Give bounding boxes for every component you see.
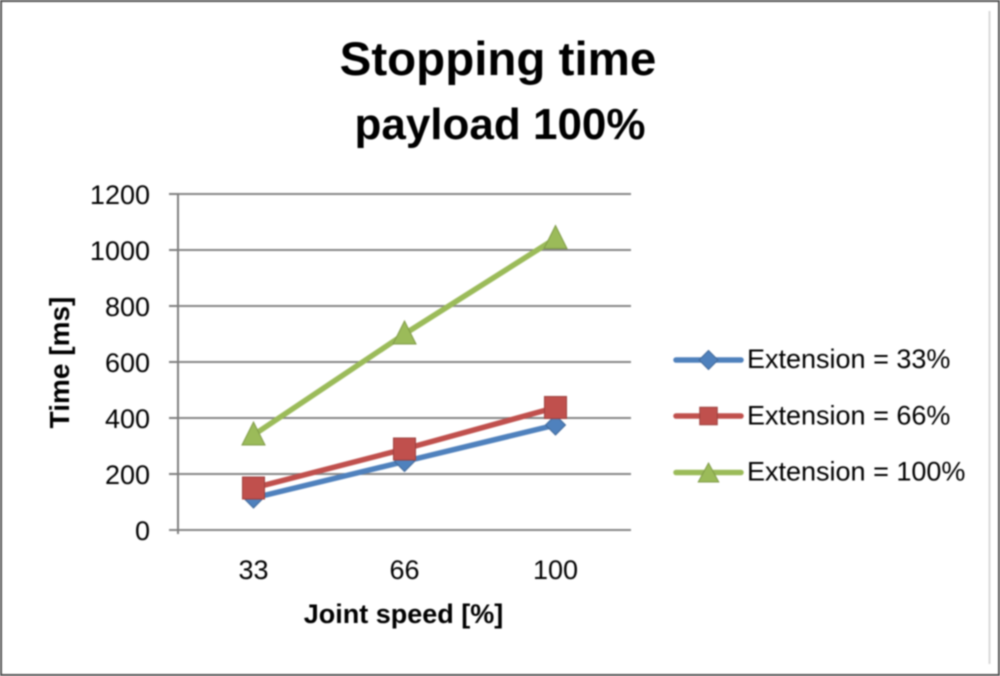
svg-text:Stopping time: Stopping time [340, 33, 657, 86]
svg-text:800: 800 [105, 292, 150, 322]
svg-text:Time [ms]: Time [ms] [44, 297, 75, 429]
svg-text:Extension = 33%: Extension = 33% [747, 344, 950, 374]
svg-text:Extension = 100%: Extension = 100% [747, 457, 965, 487]
svg-text:Joint speed [%]: Joint speed [%] [304, 599, 504, 629]
svg-text:payload 100%: payload 100% [354, 100, 645, 149]
svg-text:200: 200 [105, 460, 150, 490]
svg-text:0: 0 [135, 516, 150, 546]
svg-text:600: 600 [105, 348, 150, 378]
svg-text:1000: 1000 [90, 236, 150, 266]
svg-text:400: 400 [105, 404, 150, 434]
svg-text:1200: 1200 [90, 180, 150, 210]
svg-text:66: 66 [389, 555, 419, 585]
svg-text:100: 100 [533, 555, 578, 585]
svg-text:Extension = 66%: Extension = 66% [747, 401, 950, 431]
svg-text:33: 33 [238, 555, 268, 585]
